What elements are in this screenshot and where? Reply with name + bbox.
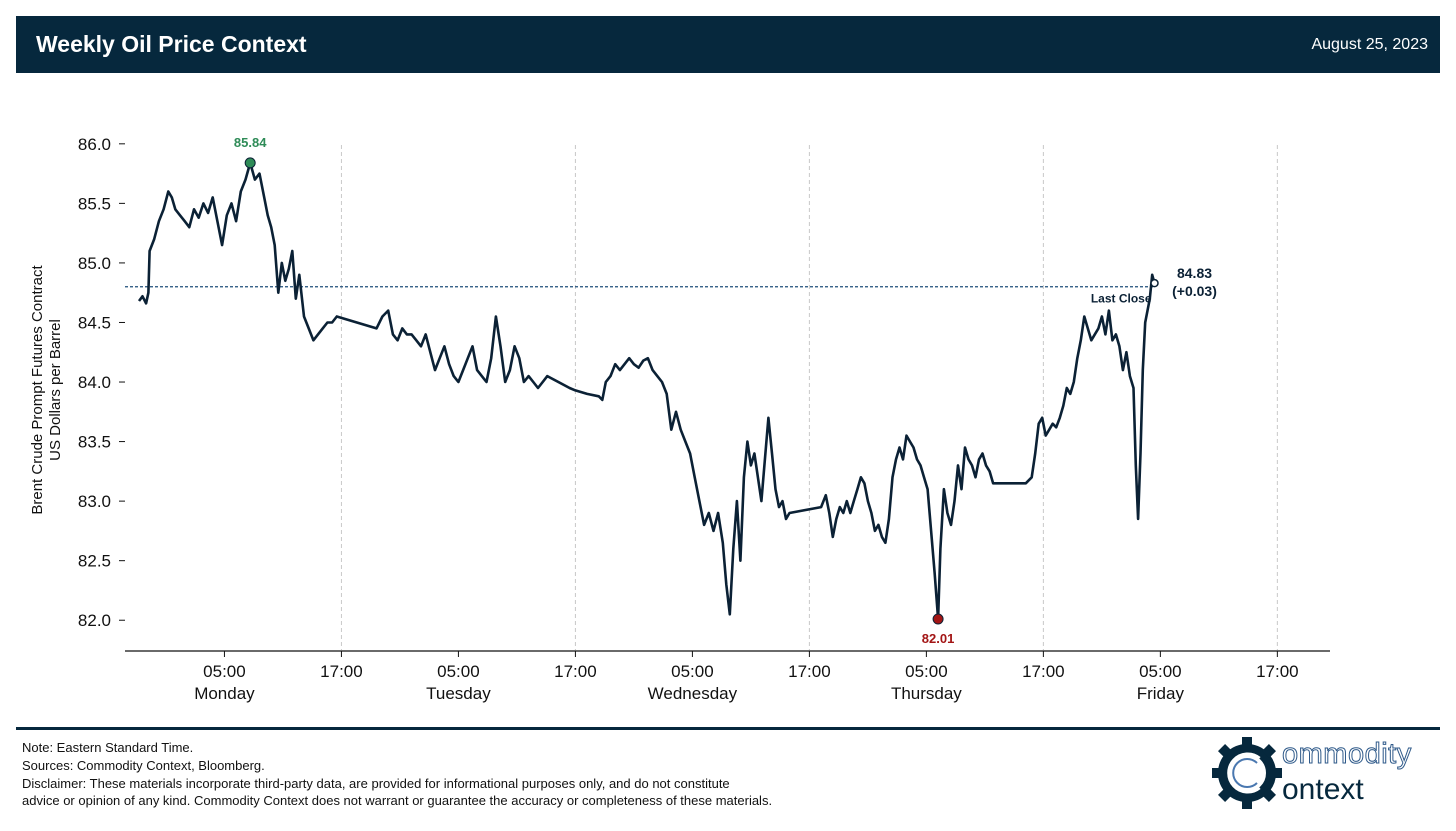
y-tick-label: 86.0 [78, 135, 111, 154]
y-tick-label: 84.0 [78, 373, 111, 392]
min-label: 82.01 [922, 631, 955, 646]
x-tick-sublabel: Monday [194, 684, 255, 703]
gear-icon [1211, 737, 1283, 809]
footer-divider [16, 727, 1440, 730]
footer-sources: Sources: Commodity Context, Bloomberg. [22, 758, 265, 773]
footer-note: Note: Eastern Standard Time. [22, 740, 194, 755]
y-tick-label: 82.0 [78, 611, 111, 630]
series-line [137, 161, 1156, 621]
x-tick-label: 05:00 [1139, 662, 1182, 681]
min-point [932, 613, 944, 625]
x-tick-label: 17:00 [320, 662, 363, 681]
footer-disclaimer-1: Disclaimer: These materials incorporate … [22, 776, 730, 791]
x-tick-label: 05:00 [437, 662, 480, 681]
last-point [1150, 278, 1159, 288]
footer-disclaimer-2: advice or opinion of any kind. Commodity… [22, 793, 773, 808]
annotations: 85.84 82.01 84.83 (+0.03) [234, 135, 1217, 646]
y-tick-label: 83.5 [78, 433, 111, 452]
last-close-label: Last Close [1091, 292, 1152, 306]
x-tick-sublabel: Friday [1137, 684, 1185, 703]
x-tick-label: 17:00 [1022, 662, 1065, 681]
y-axis-label-1: Brent Crude Prompt Futures Contract [29, 265, 46, 515]
x-tick-sublabel: Thursday [891, 684, 962, 703]
max-label: 85.84 [234, 135, 267, 150]
x-tick-label: 17:00 [1256, 662, 1299, 681]
page-title: Weekly Oil Price Context [36, 31, 307, 57]
report-date: August 25, 2023 [1311, 36, 1428, 53]
y-tick-label: 85.0 [78, 254, 111, 273]
header-bar: Weekly Oil Price Context August 25, 2023 [16, 16, 1440, 73]
x-tick-label: 05:00 [203, 662, 246, 681]
logo-word-context: ontext [1282, 773, 1364, 806]
chart-grid [340, 145, 1278, 650]
x-tick-sublabel: Wednesday [648, 684, 738, 703]
last-change-label: (+0.03) [1172, 283, 1217, 299]
x-tick-label: 05:00 [905, 662, 948, 681]
price-chart: 86.0 85.5 85.0 84.5 84.0 83.5 83.0 82.5 82.0 05:0… [29, 135, 1330, 703]
max-point [244, 157, 256, 169]
chart-axes: 86.0 85.5 85.0 84.5 84.0 83.5 83.0 82.5 82.0 05:0… [29, 135, 1330, 703]
x-tick-label: 17:00 [554, 662, 597, 681]
logo-word-commodity: ommodity [1282, 738, 1412, 771]
y-tick-label: 82.5 [78, 552, 111, 571]
x-tick-sublabel: Tuesday [426, 684, 491, 703]
last-value-label: 84.83 [1177, 265, 1212, 281]
y-tick-label: 83.0 [78, 492, 111, 511]
y-tick-label: 85.5 [78, 194, 111, 213]
y-tick-label: 84.5 [78, 313, 111, 332]
x-tick-label: 05:00 [671, 662, 714, 681]
y-axis-label-2: US Dollars per Barrel [47, 319, 64, 461]
price-series [137, 161, 1156, 621]
x-tick-label: 17:00 [788, 662, 831, 681]
commodity-context-logo: ommodity ontext [1211, 735, 1437, 815]
